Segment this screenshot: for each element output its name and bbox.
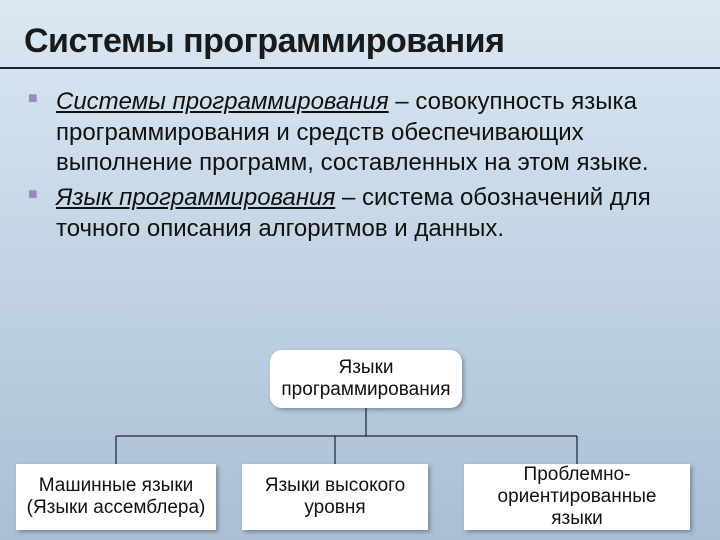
tree-child-node: Языки высокого уровня	[242, 464, 428, 530]
bullet-term: Язык программирования	[56, 184, 335, 211]
title-underline	[0, 67, 720, 69]
tree-child-node: Проблемно-ориентированные языки	[464, 464, 690, 530]
bullet-term: Системы программирования	[56, 88, 389, 115]
bullet-list: Системы программирования – совокупность …	[0, 87, 720, 245]
bullet-item: Язык программирования – система обозначе…	[56, 183, 680, 244]
tree-root-node: Языки программирования	[270, 350, 462, 408]
tree-child-node: Машинные языки (Языки ассемблера)	[16, 464, 216, 530]
bullet-item: Системы программирования – совокупность …	[56, 87, 680, 179]
slide-title: Системы программирования	[0, 0, 720, 67]
tree-diagram: Языки программирования Машинные языки (Я…	[0, 350, 720, 520]
